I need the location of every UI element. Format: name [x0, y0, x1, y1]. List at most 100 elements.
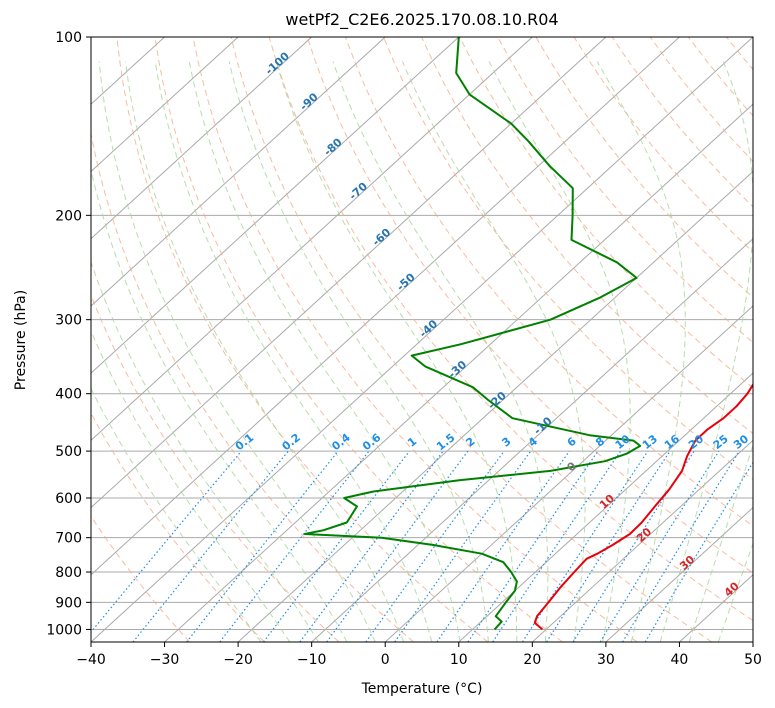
mixing-ratio-line: [219, 450, 370, 642]
moist-adiabat-line: [228, 61, 489, 642]
x-tick-label: −30: [150, 652, 180, 668]
isotherm-line: [91, 37, 607, 509]
isotherm-label: -80: [321, 135, 345, 158]
y-tick-label: 400: [55, 387, 82, 403]
moist-adiabat-line: [91, 167, 348, 642]
x-tick-label: −40: [76, 652, 106, 668]
plot-area: 0.1 0.2 0.4 0.6 1 1.5 2 3 4 6 8 10 13 16 20 25 30 36-100-…: [91, 37, 753, 642]
mixing-ratio-label: 1.5: [434, 431, 457, 453]
isotherm-line: [164, 103, 753, 642]
isotherm-line: [91, 37, 753, 642]
moist-adiabat-label: 10: [597, 492, 617, 512]
dry-adiabat-line: [649, 37, 753, 163]
isotherm-label: -50: [394, 271, 418, 294]
mixing-ratio-line: [132, 450, 289, 642]
moist-adiabat-line: [488, 61, 631, 642]
y-tick-label: 600: [55, 491, 82, 507]
mixing-ratio-label: 6: [565, 434, 579, 449]
mixing-ratio-line: [394, 450, 532, 642]
x-axis: −40 −30 −20 −10 0 10 20 30 40 50: [76, 642, 762, 668]
isotherm-line: [605, 506, 753, 642]
mixing-ratio-label: 20: [686, 432, 706, 452]
y-axis: 100 200 300 400 500 600 700 800 900 1000: [46, 30, 91, 638]
isotherm-line: [311, 237, 753, 642]
isotherm-line: [531, 439, 753, 642]
dry-adiabat-line: [154, 37, 563, 642]
moist-adiabat-line: [98, 61, 376, 642]
mixing-ratio-label: 10: [613, 432, 633, 452]
dry-adiabat-line: [306, 37, 753, 574]
mixing-ratio-line: [521, 450, 649, 642]
dry-adiabat-line: [535, 37, 753, 298]
mixing-ratio-label: 16: [662, 432, 682, 452]
isotherm-label: -20: [485, 389, 509, 412]
moist-adiabat-line: [154, 61, 433, 642]
x-tick-label: 10: [450, 652, 468, 668]
dry-adiabat-line: [344, 37, 753, 527]
mixing-ratio-label: 0.6: [360, 431, 384, 453]
sounding-profiles: [303, 37, 753, 631]
dry-adiabat-line: [268, 37, 753, 622]
x-tick-label: −20: [223, 652, 253, 668]
dry-adiabat-line: [91, 515, 191, 642]
chart-title: wetPf2_C2E6.2025.170.08.10.R04: [285, 10, 558, 30]
moist-adiabat-line: [688, 443, 753, 642]
y-tick-label: 800: [55, 565, 82, 581]
dry-adiabat-line: [497, 37, 753, 344]
mixing-ratio-line: [467, 450, 599, 642]
isotherm-lines: [91, 37, 753, 642]
isotherm-line: [91, 37, 680, 576]
y-tick-label: 900: [55, 595, 82, 611]
isotherm-label: -90: [297, 90, 321, 113]
moist-adiabat-line: [275, 61, 518, 642]
x-tick-label: 30: [597, 652, 615, 668]
moist-adiabat-line: [91, 329, 291, 642]
dry-adiabat-line: [230, 37, 713, 642]
mixing-ratio-label: 13: [640, 432, 660, 452]
isotherm-line: [458, 372, 753, 642]
moist-adiabat-line: [596, 61, 686, 642]
isotherm-line: [91, 37, 239, 173]
mixing-ratio-label: 0.1: [233, 431, 256, 453]
mixing-ratio-line: [572, 450, 695, 642]
dewpoint-profile-line: [303, 37, 642, 631]
dry-adiabat-line: [611, 37, 753, 208]
isotherm-label: -10: [531, 414, 555, 437]
temperature-profile-line: [533, 382, 753, 631]
isotherm-line: [752, 641, 753, 642]
isotherm-label: -70: [347, 180, 371, 203]
mixing-ratio-line: [546, 450, 671, 642]
isotherm-line: [91, 37, 313, 240]
mixing-ratio-label: 3: [500, 435, 514, 450]
x-axis-label: Temperature (°C): [361, 681, 483, 697]
mixing-ratio-label: 1: [405, 435, 419, 450]
x-tick-label: 50: [744, 652, 762, 668]
mixing-ratio-lines: [91, 450, 753, 642]
mixing-ratio-label: 0.2: [280, 431, 303, 453]
moist-adiabat-lines: [91, 61, 753, 642]
mixing-ratio-line: [263, 450, 410, 642]
dry-adiabat-line: [91, 412, 265, 642]
mixing-ratio-line: [365, 450, 505, 642]
moist-adiabat-line: [188, 61, 461, 642]
isotherm-line: [237, 170, 753, 642]
pressure-gridlines: [91, 37, 753, 630]
dry-adiabat-line: [116, 37, 489, 642]
moist-adiabat-line: [402, 61, 586, 642]
mixing-ratio-label: 30: [731, 432, 751, 452]
mixing-ratio-line: [622, 450, 740, 642]
mixing-ratio-line: [91, 450, 242, 633]
isotherm-label: -60: [370, 226, 394, 249]
moist-adiabat-line: [91, 387, 262, 642]
y-axis-label: Pressure (hPa): [13, 290, 29, 390]
mixing-ratio-line: [299, 450, 444, 642]
x-tick-label: −10: [297, 652, 327, 668]
moist-adiabat-line: [659, 61, 753, 642]
dry-adiabat-line: [726, 37, 753, 71]
x-tick-label: 40: [671, 652, 689, 668]
mixing-ratio-line: [186, 450, 339, 642]
moist-adiabat-line: [332, 61, 549, 642]
dry-adiabat-line: [91, 131, 414, 642]
moist-adiabat-line: [125, 61, 405, 642]
